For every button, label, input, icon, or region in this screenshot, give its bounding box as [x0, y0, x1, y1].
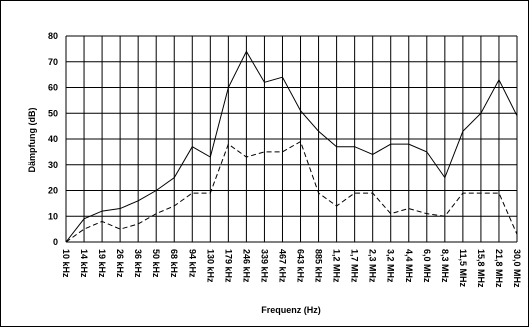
x-tick-label: 246 kHz: [241, 249, 251, 283]
x-tick-label: 15,8 MHz: [476, 249, 486, 288]
x-tick-label: 2,3 MHz: [368, 249, 378, 283]
x-tick-label: 1,7 MHz: [350, 249, 360, 283]
x-tick-label: 8,3 MHz: [440, 249, 450, 283]
x-axis-label: Frequenz (Hz): [261, 305, 321, 315]
y-tick-labels: 0 10 20 30 40 50 60 70 80: [48, 31, 58, 247]
y-tick-label: 30: [48, 160, 58, 170]
series-line-dashed: [65, 140, 518, 243]
x-tick-label: 21,8 MHz: [494, 249, 504, 288]
y-tick-label: 80: [48, 31, 58, 41]
x-tick-label: 19 kHz: [97, 249, 107, 278]
x-tick-label: 50 kHz: [151, 249, 161, 278]
x-tick-label: 1,2 MHz: [332, 249, 342, 283]
y-axis-label: Dämpfung (dB): [27, 108, 37, 173]
x-tick-label: 179 kHz: [223, 249, 233, 283]
x-tick-label: 130 kHz: [205, 249, 215, 283]
x-tick-label: 3,2 MHz: [386, 249, 396, 283]
y-tick-label: 0: [53, 237, 58, 247]
series-line-solid: [65, 50, 518, 243]
x-tick-label: 14 kHz: [79, 249, 89, 278]
x-tick-labels: 10 kHz 14 kHz 19 kHz 26 kHz 36 kHz 50 kHz 68 k…: [61, 249, 522, 288]
x-tick-label: 467 kHz: [277, 249, 287, 283]
y-tick-label: 70: [48, 57, 58, 67]
x-tick-label: 36 kHz: [133, 249, 143, 278]
y-tick-label: 20: [48, 186, 58, 196]
y-tick-label: 10: [48, 211, 58, 221]
grid: [65, 35, 518, 243]
x-tick-label: 4,4 MHz: [404, 249, 414, 283]
x-tick-label: 885 kHz: [314, 249, 324, 283]
x-tick-label: 6,0 MHz: [422, 249, 432, 283]
x-tick-label: 10 kHz: [61, 249, 71, 278]
x-tick-label: 11,5 MHz: [458, 249, 468, 288]
y-tick-label: 40: [48, 134, 58, 144]
x-tick-label: 643 kHz: [296, 249, 306, 283]
y-tick-label: 50: [48, 108, 58, 118]
y-tick-label: 60: [48, 83, 58, 93]
x-tick-label: 30,0 MHz: [512, 249, 522, 288]
x-tick-label: 94 kHz: [187, 249, 197, 278]
x-tick-label: 26 kHz: [115, 249, 125, 278]
series-lines: [65, 50, 518, 243]
x-tick-label: 339 kHz: [259, 249, 269, 283]
x-tick-label: 68 kHz: [169, 249, 179, 278]
